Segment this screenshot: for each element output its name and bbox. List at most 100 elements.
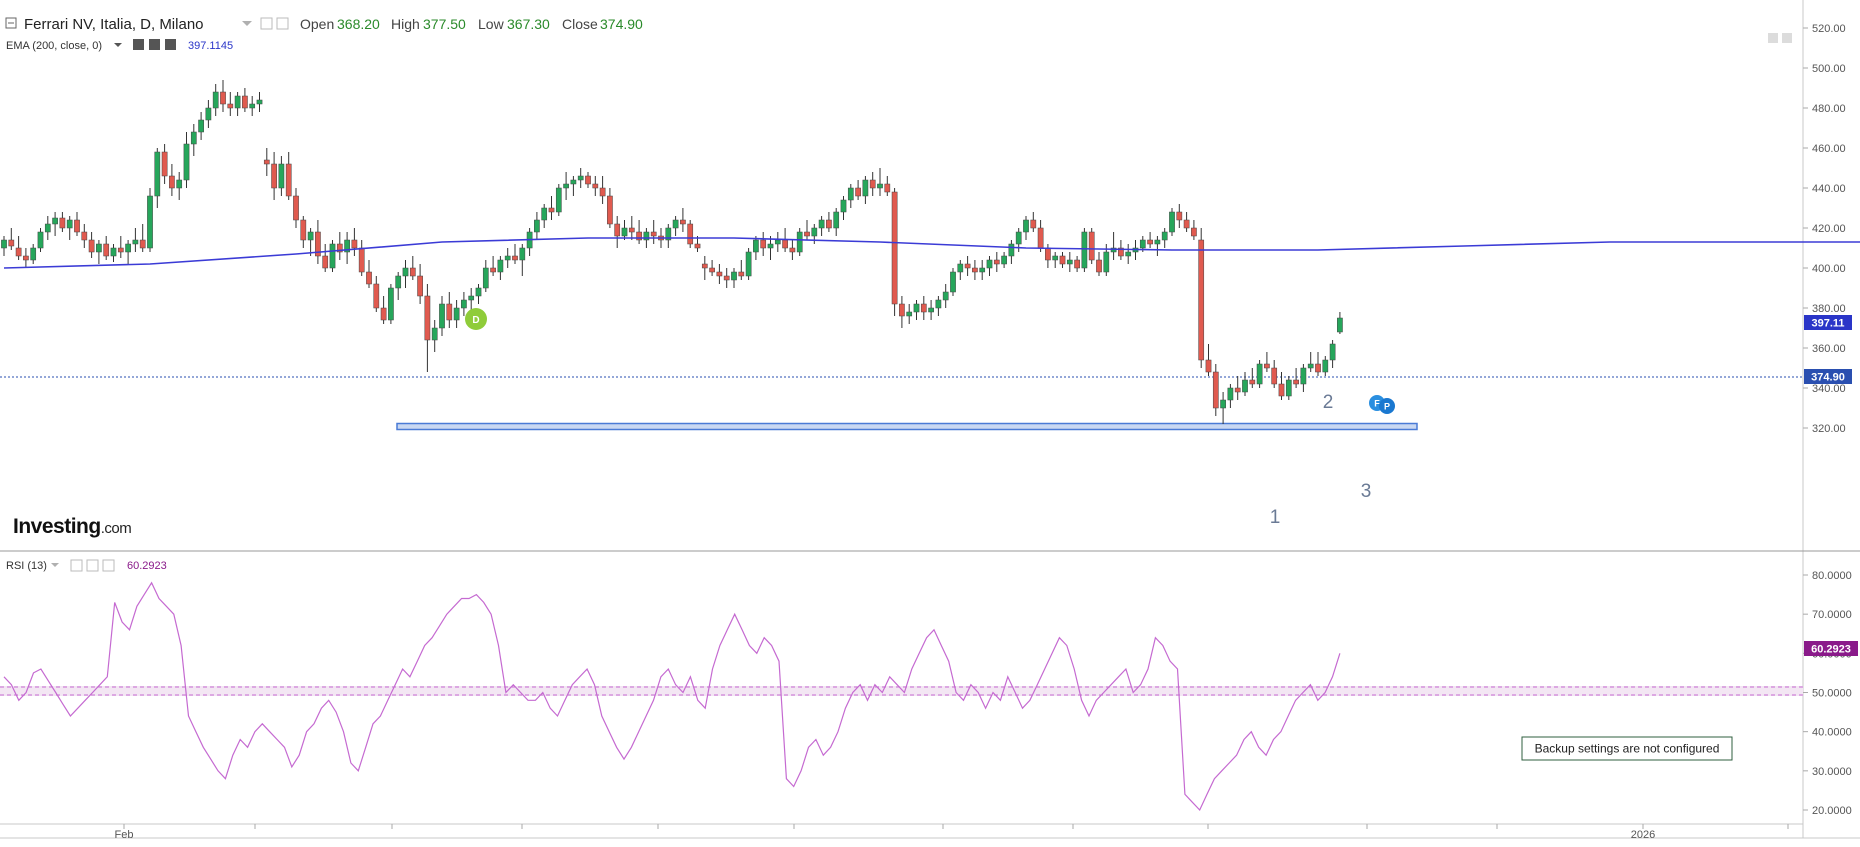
candle[interactable] xyxy=(1322,356,1329,376)
candle[interactable] xyxy=(738,260,745,280)
candle[interactable] xyxy=(541,204,548,228)
candle[interactable] xyxy=(409,256,416,280)
candle[interactable] xyxy=(818,216,825,236)
candle[interactable] xyxy=(242,88,248,112)
candle[interactable] xyxy=(139,224,146,252)
candle[interactable] xyxy=(176,172,183,200)
candle[interactable] xyxy=(1198,228,1205,368)
candle[interactable] xyxy=(687,220,694,248)
candle[interactable] xyxy=(263,148,270,176)
rsi-settings-icon[interactable] xyxy=(86,559,99,572)
candle[interactable] xyxy=(519,244,526,276)
candle[interactable] xyxy=(52,212,58,236)
candle[interactable] xyxy=(1249,368,1256,388)
candle[interactable] xyxy=(1096,252,1102,276)
candle[interactable] xyxy=(760,232,767,256)
candle[interactable] xyxy=(30,244,37,264)
candle[interactable] xyxy=(1176,204,1183,228)
backup-notice[interactable]: Backup settings are not configured xyxy=(1521,736,1733,761)
rsi-axis[interactable]: 80.000070.000060.000050.000040.000030.00… xyxy=(1803,570,1852,817)
candle[interactable] xyxy=(271,152,277,200)
candle[interactable] xyxy=(212,84,219,116)
candle[interactable] xyxy=(709,260,715,276)
ema-eye-icon[interactable] xyxy=(133,39,144,50)
candle[interactable] xyxy=(585,172,591,188)
candle[interactable] xyxy=(315,220,321,264)
candle[interactable] xyxy=(44,216,51,240)
candle[interactable] xyxy=(220,80,226,112)
candle[interactable] xyxy=(1271,360,1278,388)
candle[interactable] xyxy=(1191,220,1197,240)
candle[interactable] xyxy=(1183,212,1190,232)
candle[interactable] xyxy=(1154,236,1161,256)
candle[interactable] xyxy=(731,268,737,288)
candle[interactable] xyxy=(497,256,504,280)
candle[interactable] xyxy=(461,292,467,316)
candle[interactable] xyxy=(716,264,723,284)
candle[interactable] xyxy=(256,92,263,112)
marker-d[interactable]: D xyxy=(465,308,487,330)
candle[interactable] xyxy=(117,236,124,258)
candle[interactable] xyxy=(504,248,511,268)
candle[interactable] xyxy=(899,296,905,328)
candle[interactable] xyxy=(183,132,190,188)
candle[interactable] xyxy=(37,228,44,252)
candle[interactable] xyxy=(957,260,964,280)
candle[interactable] xyxy=(847,184,854,208)
wave-label-3[interactable]: 3 xyxy=(1361,481,1372,502)
marker-fp[interactable]: F P xyxy=(1369,395,1395,414)
candle[interactable] xyxy=(891,188,898,316)
candle[interactable] xyxy=(1074,256,1080,272)
candle[interactable] xyxy=(329,240,336,272)
candle[interactable] xyxy=(475,284,482,304)
candle[interactable] xyxy=(1088,228,1095,264)
candle[interactable] xyxy=(439,296,445,336)
candle[interactable] xyxy=(198,112,204,140)
candle[interactable] xyxy=(906,304,913,324)
candle[interactable] xyxy=(23,248,29,268)
ema-dropdown-icon[interactable] xyxy=(114,43,122,47)
candle[interactable] xyxy=(81,224,88,248)
candle[interactable] xyxy=(599,176,606,204)
candle[interactable] xyxy=(833,208,840,236)
candle[interactable] xyxy=(614,216,621,248)
rsi-close-icon[interactable] xyxy=(102,559,115,572)
candle[interactable] xyxy=(388,284,394,324)
candle[interactable] xyxy=(855,180,861,200)
candle[interactable] xyxy=(1285,376,1292,400)
candle[interactable] xyxy=(555,184,562,216)
candle[interactable] xyxy=(59,212,66,232)
candle[interactable] xyxy=(482,260,489,292)
candle[interactable] xyxy=(1278,372,1285,400)
eye-icon[interactable] xyxy=(260,17,273,30)
candle[interactable] xyxy=(1147,232,1153,248)
candle[interactable] xyxy=(1293,368,1299,388)
candle[interactable] xyxy=(935,296,942,316)
candle[interactable] xyxy=(563,172,569,200)
candle[interactable] xyxy=(1227,384,1234,408)
candle[interactable] xyxy=(190,124,197,156)
candle[interactable] xyxy=(972,260,978,280)
candle[interactable] xyxy=(1008,240,1015,264)
candle[interactable] xyxy=(869,172,876,196)
candle[interactable] xyxy=(161,144,168,184)
candle[interactable] xyxy=(928,300,934,320)
candle[interactable] xyxy=(650,220,657,244)
candle[interactable] xyxy=(424,284,431,372)
candle[interactable] xyxy=(322,244,329,272)
candle[interactable] xyxy=(234,92,241,116)
rsi-label[interactable]: RSI (13) xyxy=(6,560,47,572)
candle[interactable] xyxy=(285,152,292,200)
candle[interactable] xyxy=(570,176,577,196)
candle[interactable] xyxy=(592,176,599,196)
candle[interactable] xyxy=(577,168,584,188)
candle[interactable] xyxy=(380,296,387,324)
candle[interactable] xyxy=(103,236,110,260)
candle[interactable] xyxy=(1059,252,1066,268)
candle[interactable] xyxy=(293,188,299,228)
candle[interactable] xyxy=(1220,392,1226,424)
candle[interactable] xyxy=(789,240,796,260)
candle[interactable] xyxy=(636,220,642,244)
candle[interactable] xyxy=(336,232,343,260)
ema-200-line[interactable] xyxy=(3,237,1860,274)
